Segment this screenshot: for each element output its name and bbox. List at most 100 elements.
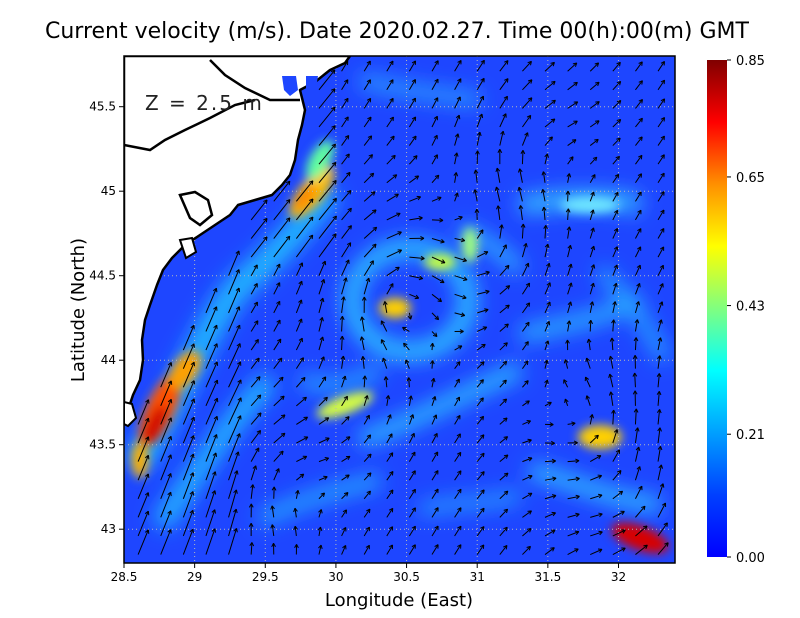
velocity-arrow (589, 434, 599, 444)
velocity-arrow (341, 296, 346, 313)
velocity-arrow (496, 205, 501, 220)
velocity-arrow (476, 489, 485, 500)
velocity-arrow (431, 60, 439, 72)
velocity-arrow (499, 490, 509, 500)
velocity-arrow (296, 473, 305, 481)
velocity-arrow (657, 60, 665, 72)
velocity-arrow (318, 356, 325, 369)
velocity-arrow (522, 360, 529, 369)
velocity-arrow (340, 355, 346, 369)
velocity-arrow (522, 302, 531, 314)
velocity-arrow (341, 79, 349, 91)
velocity-arrow (657, 117, 666, 128)
velocity-arrow (363, 395, 369, 406)
velocity-arrow (431, 525, 439, 537)
velocity-arrow (522, 474, 533, 481)
velocity-arrow (408, 470, 416, 481)
velocity-arrow (386, 60, 394, 72)
velocity-arrow (585, 395, 591, 406)
velocity-arrow (476, 131, 482, 146)
velocity-arrow (409, 255, 425, 261)
velocity-arrow (341, 492, 349, 500)
velocity-arrow (295, 234, 314, 258)
x-tick-label-3: 30 (328, 570, 343, 584)
velocity-arrow (360, 316, 365, 332)
velocity-arrow (383, 301, 388, 313)
velocity-arrow (476, 229, 484, 239)
velocity-arrow (386, 154, 396, 165)
velocity-arrow (454, 378, 460, 388)
velocity-arrow (341, 153, 350, 165)
colorbar-ticks: 0.00 0.21 0.43 0.65 0.85 (727, 54, 765, 566)
velocity-arrow (567, 156, 574, 165)
velocity-arrow (612, 137, 621, 146)
velocity-arrow (341, 171, 351, 184)
velocity-arrow (408, 395, 413, 406)
velocity-arrow (431, 507, 439, 518)
velocity-arrow (522, 528, 532, 537)
velocity-arrow (228, 470, 239, 499)
velocity-arrow (318, 125, 336, 146)
velocity-arrow (454, 470, 462, 481)
velocity-arrow (544, 118, 556, 128)
velocity-arrow (431, 470, 439, 481)
velocity-arrow (476, 95, 485, 109)
velocity-arrow (590, 548, 603, 556)
colorbar-label-0: 0.00 (736, 551, 765, 566)
velocity-arrow (657, 209, 665, 221)
velocity-arrow (567, 421, 576, 427)
velocity-arrow (589, 138, 599, 146)
velocity-arrow (385, 395, 391, 406)
velocity-arrow (205, 379, 219, 407)
velocity-arrow (521, 262, 530, 276)
velocity-arrow (431, 331, 438, 338)
velocity-arrow (182, 528, 195, 555)
velocity-arrow (635, 228, 642, 239)
velocity-arrow (160, 435, 173, 462)
velocity-arrow (341, 97, 349, 109)
velocity-arrow (454, 329, 464, 334)
velocity-arrow (612, 470, 622, 481)
velocity-arrow (341, 190, 352, 202)
velocity-arrow (635, 136, 643, 146)
velocity-arrow (386, 283, 394, 295)
velocity-arrow (566, 226, 572, 239)
velocity-arrow (454, 293, 467, 300)
velocity-arrow (205, 343, 218, 369)
velocity-arrow (318, 475, 328, 481)
velocity-arrow (544, 153, 549, 165)
velocity-arrow (205, 361, 219, 388)
velocity-arrow (632, 372, 638, 388)
velocity-arrow (273, 376, 284, 388)
velocity-arrow (544, 494, 557, 500)
velocity-arrow (473, 169, 479, 183)
velocity-arrow (408, 451, 416, 462)
velocity-arrow (657, 98, 666, 109)
velocity-arrow (318, 456, 330, 463)
velocity-arrow (273, 235, 291, 258)
velocity-arrow (431, 196, 442, 202)
chart-title: Current velocity (m/s). Date 2020.02.27.… (45, 19, 750, 44)
velocity-arrow (160, 510, 172, 537)
velocity-arrow (476, 471, 485, 481)
velocity-arrow (318, 143, 336, 165)
velocity-arrow (476, 343, 486, 351)
velocity-arrow (544, 282, 551, 295)
velocity-arrow (295, 280, 303, 295)
velocity-arrow (657, 246, 665, 258)
velocity-arrow (250, 199, 268, 221)
velocity-arrow (499, 323, 509, 332)
velocity-arrow (137, 529, 150, 555)
velocity-arrow (409, 215, 423, 221)
velocity-arrow (182, 324, 195, 351)
y-tick-label-5: 45.5 (89, 100, 116, 114)
velocity-arrow (137, 399, 150, 425)
velocity-arrow (250, 484, 255, 499)
velocity-arrow (567, 263, 573, 276)
velocity-arrow (318, 396, 328, 407)
velocity-arrow (657, 355, 662, 369)
velocity-arrow (565, 208, 571, 220)
velocity-arrow (454, 78, 462, 91)
velocity-arrow (475, 150, 480, 165)
velocity-arrow (635, 61, 643, 72)
